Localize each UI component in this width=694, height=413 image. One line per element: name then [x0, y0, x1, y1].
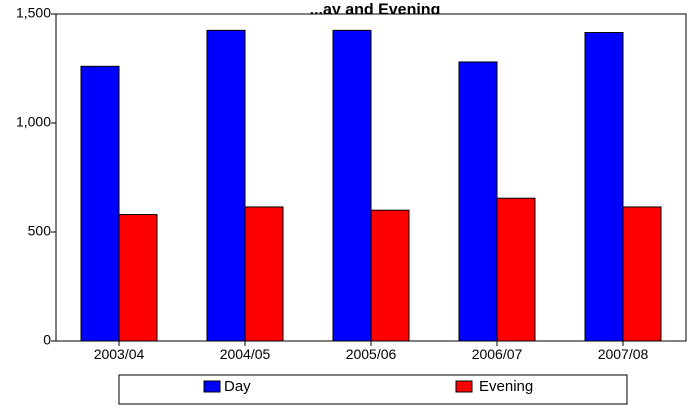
- legend-swatch-day: [203, 380, 221, 393]
- y-tick-label: 500: [28, 223, 52, 239]
- bar-day-1: [206, 29, 246, 342]
- legend-swatch-evening: [455, 380, 473, 393]
- x-axis: 2003/04 2004/05 2005/06 2006/07 2007/08: [94, 341, 649, 362]
- bars: [80, 29, 662, 342]
- legend-label-evening: Evening: [479, 378, 533, 395]
- bar-day-3: [458, 61, 498, 342]
- legend-box: [118, 374, 628, 405]
- y-tick-label: 1,500: [16, 5, 51, 21]
- bar-day-0: [80, 65, 120, 342]
- bar-evening-2: [370, 209, 410, 342]
- x-tick-label: 2007/08: [598, 346, 649, 362]
- legend-label-day: Day: [224, 378, 251, 395]
- bar-day-2: [332, 29, 372, 342]
- bar-day-4: [584, 32, 624, 342]
- x-tick-label: 2005/06: [346, 346, 397, 362]
- bar-evening-0: [118, 214, 158, 342]
- legend: Day Evening: [118, 374, 628, 405]
- bar-evening-3: [496, 197, 536, 342]
- y-tick-label: 0: [43, 332, 51, 348]
- y-axis: 0 500 1,000 1,500: [16, 5, 56, 348]
- x-tick-label: 2004/05: [220, 346, 271, 362]
- bar-evening-1: [244, 206, 284, 342]
- x-tick-label: 2006/07: [472, 346, 523, 362]
- x-tick-label: 2003/04: [94, 346, 145, 362]
- bar-evening-4: [622, 206, 662, 342]
- y-tick-label: 1,000: [16, 114, 51, 130]
